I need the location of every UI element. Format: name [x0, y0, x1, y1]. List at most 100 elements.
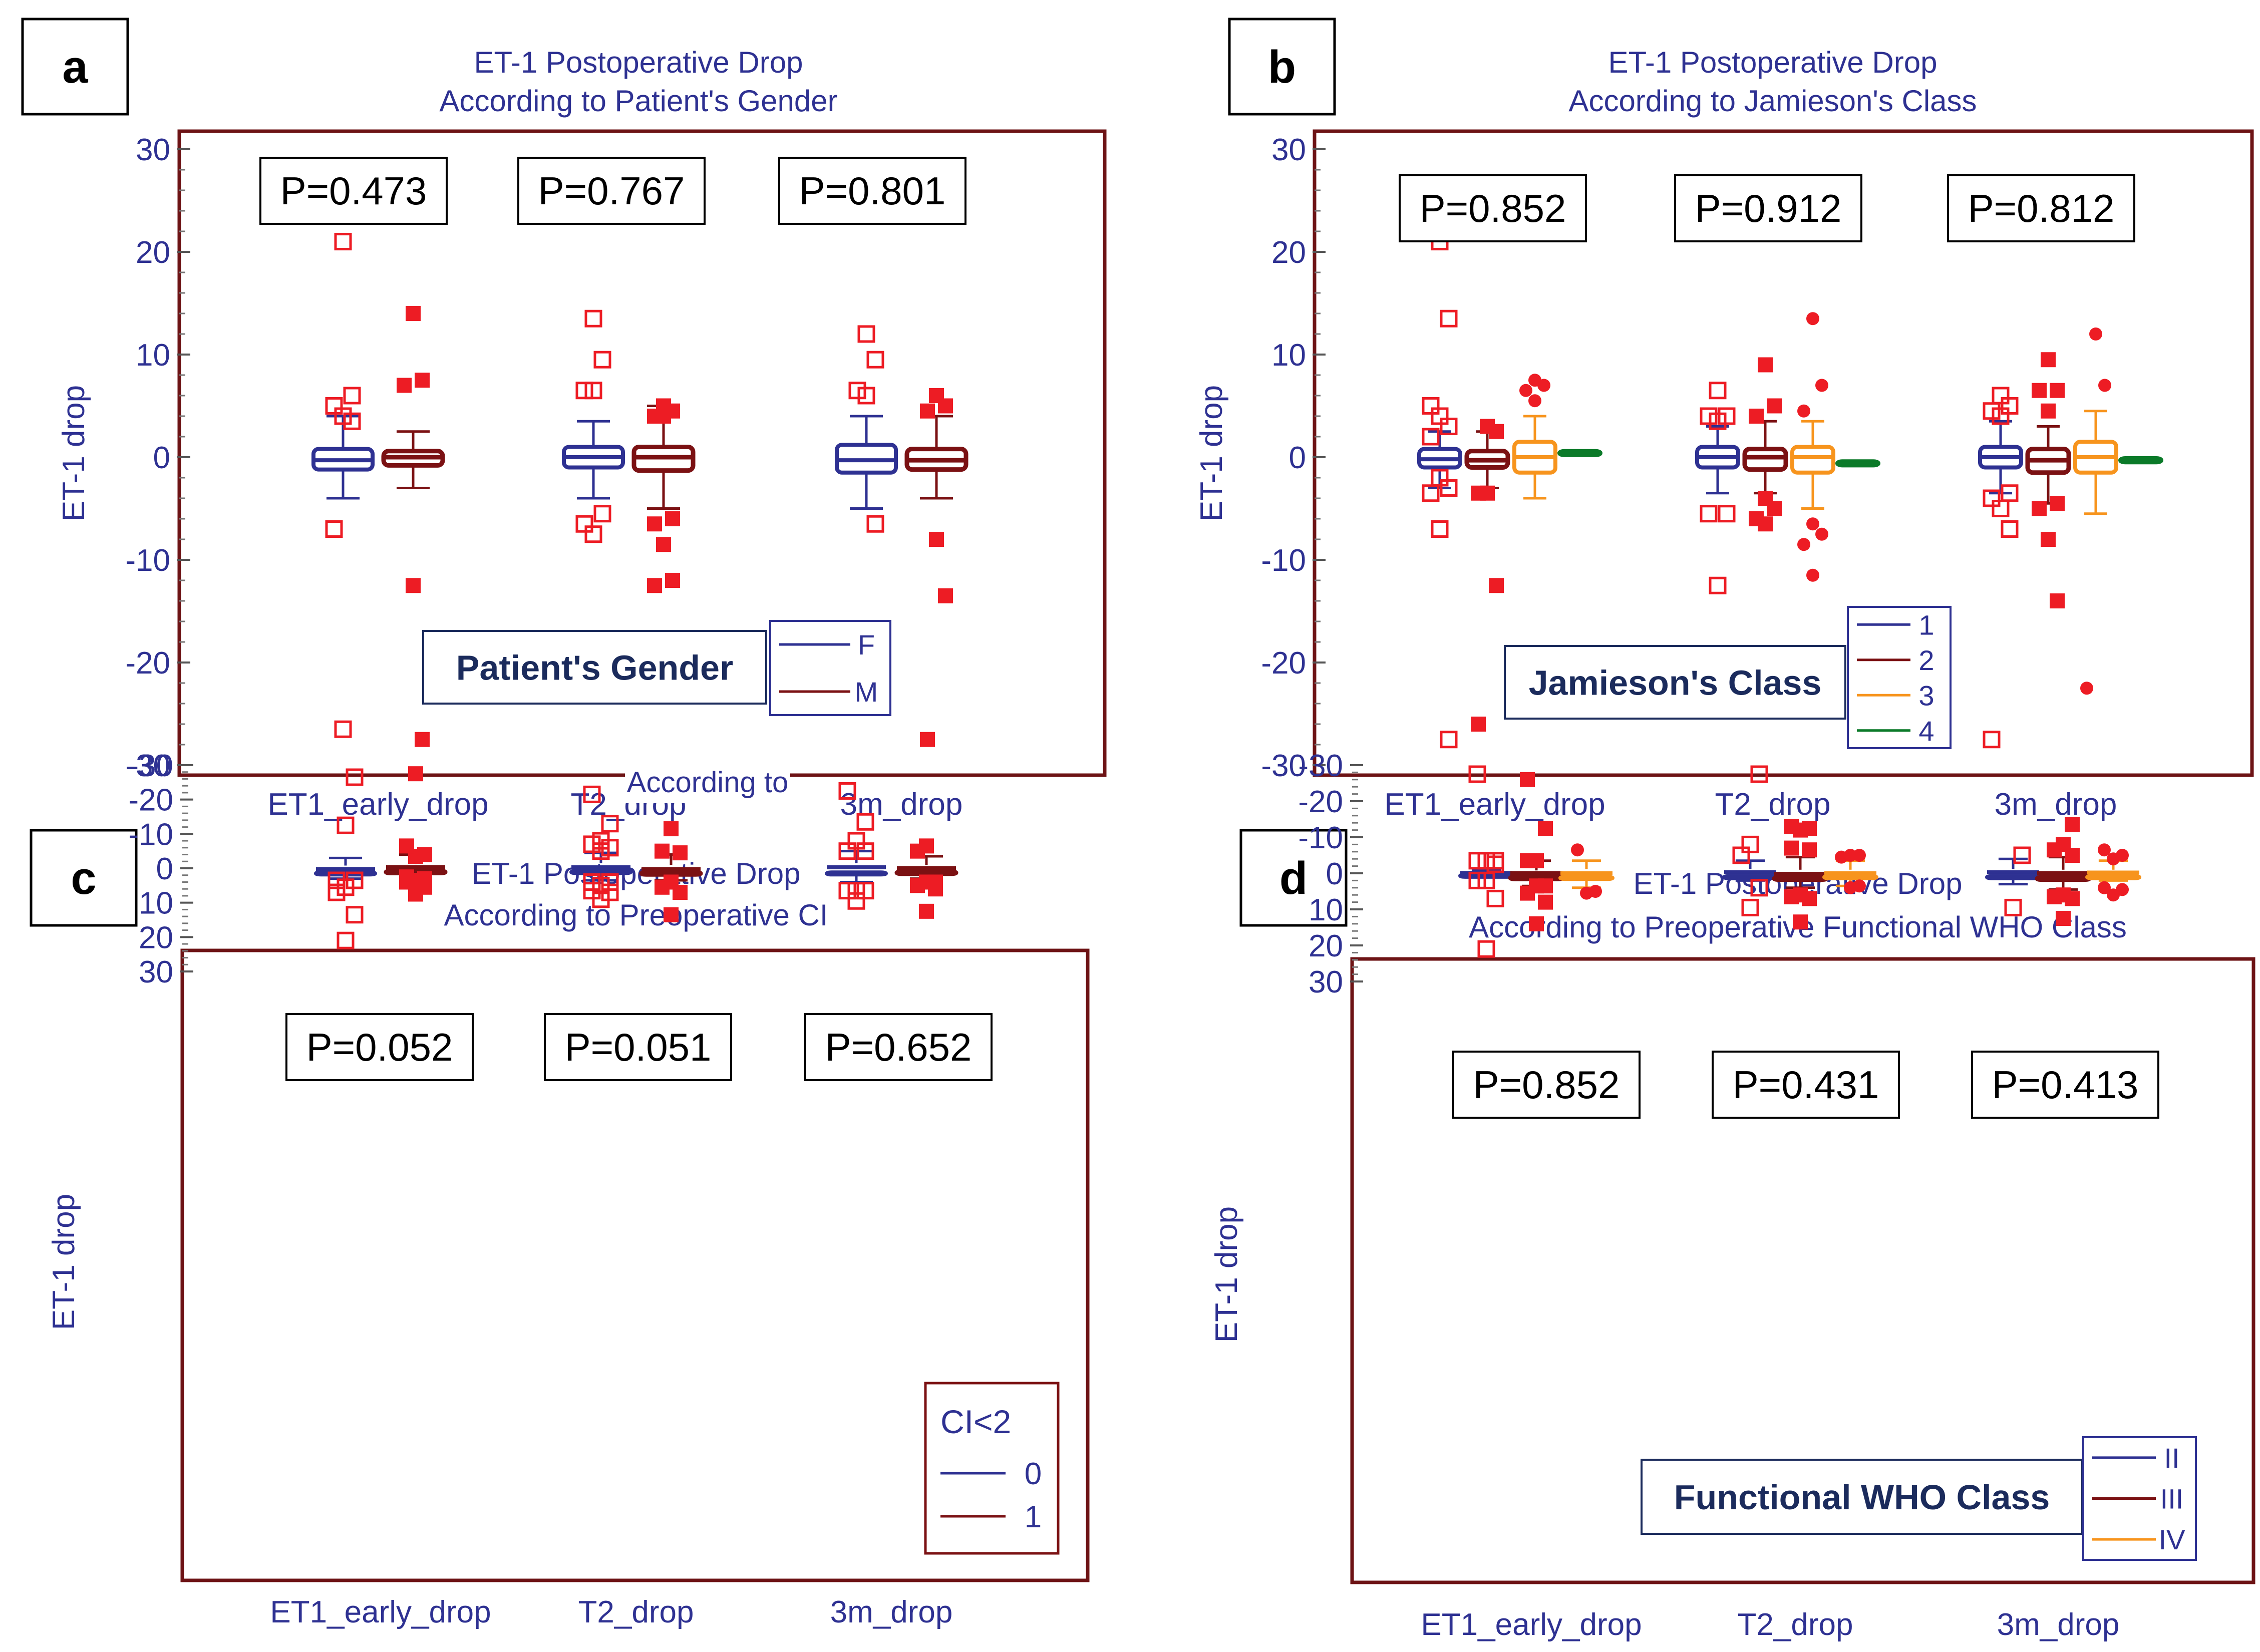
box-3-2: [2073, 327, 2118, 695]
y-tick-label: 20: [136, 235, 170, 270]
outlier-point: [1983, 402, 2001, 420]
y-tick-label: -10: [128, 817, 173, 852]
y-tick-label: 0: [153, 441, 170, 475]
pvalue-label: P=0.812: [1968, 186, 2115, 230]
box-body: [825, 870, 888, 877]
outlier-point: [1700, 505, 1718, 523]
outlier-point: [1806, 312, 1819, 325]
pvalue-label: P=0.413: [1992, 1063, 2139, 1107]
outlier-point: [847, 832, 865, 850]
outlier-point: [1806, 517, 1819, 531]
outlier-point: [665, 573, 680, 588]
pvalue-label: P=0.852: [1473, 1063, 1620, 1107]
panel-letter: d: [1279, 853, 1308, 904]
outlier-point: [584, 525, 602, 543]
outlier-point: [1741, 835, 1759, 853]
outlier-point: [847, 892, 865, 910]
outlier-point: [848, 382, 866, 400]
outlier-point: [1767, 398, 1782, 414]
box-1-0: [384, 766, 448, 902]
outlier-point: [1758, 516, 1773, 532]
plot-frame: [180, 948, 1090, 1582]
outlier-point: [1853, 879, 1866, 893]
outlier-point: [2001, 397, 2019, 415]
panel-letter-box: [21, 18, 129, 116]
box-body: [384, 868, 448, 875]
legend-title: Jamieson's Class: [1529, 664, 1822, 703]
box-body: [1722, 874, 1778, 880]
outlier-point: [1815, 379, 1828, 392]
outlier-point: [397, 378, 412, 393]
outlier-point: [920, 403, 935, 419]
pvalue-box: [1712, 1051, 1900, 1119]
box-1-1: [1695, 382, 1740, 594]
y-tick-label: -10: [125, 543, 170, 578]
box-II-2: [1985, 846, 2041, 916]
pvalue-label: P=0.473: [280, 169, 427, 213]
pvalue-label: P=0.052: [306, 1025, 453, 1069]
outlier-point: [1784, 840, 1799, 856]
outlier-point: [399, 838, 414, 854]
box-1-0: [1417, 233, 1462, 749]
outlier-point: [664, 907, 679, 922]
pvalue-box: [1399, 174, 1587, 242]
outlier-point: [919, 903, 934, 919]
box-body: [1558, 875, 1615, 881]
pvalue-label: P=0.431: [1733, 1063, 1879, 1107]
box-body: [569, 869, 632, 875]
box-0-0: [314, 768, 377, 949]
box-F-1: [562, 309, 625, 543]
legend-entries-box: [769, 620, 891, 716]
y-tick-label: 10: [1271, 338, 1306, 373]
pvalue-box: [1947, 174, 2135, 242]
pvalue-box: [778, 157, 966, 225]
outlier-point: [575, 515, 593, 533]
outlier-point: [856, 882, 874, 900]
outlier-point: [1750, 879, 1768, 897]
box-0-2: [825, 782, 888, 910]
outlier-point: [928, 874, 943, 890]
outlier-point: [2001, 520, 2019, 538]
legend-entry-label: F: [858, 629, 875, 660]
box-F-0: [311, 233, 375, 738]
pvalue-label: P=0.652: [825, 1025, 972, 1069]
outlier-point: [1784, 819, 1799, 834]
outlier-point: [343, 387, 361, 405]
x-category-label: T2_drop: [578, 1595, 694, 1629]
pvalue-box: [804, 1013, 993, 1081]
outlier-point: [328, 883, 346, 901]
outlier-point: [601, 873, 619, 891]
box-body: [1772, 875, 1829, 882]
outlier-point: [1741, 898, 1759, 916]
outlier-point: [1853, 849, 1866, 862]
box-III-0: [1508, 772, 1565, 931]
outlier-point: [1797, 404, 1810, 418]
outlier-point: [1718, 407, 1736, 425]
panel-letter-box: [1228, 18, 1336, 116]
outlier-point: [1440, 479, 1458, 497]
outlier-point: [592, 876, 610, 894]
box-body: [894, 869, 958, 876]
y-tick-label: -20: [1261, 646, 1306, 681]
plot-frame: [1350, 957, 2255, 1584]
y-tick-label: -30: [128, 749, 173, 783]
outlier-point: [920, 732, 935, 747]
outlier-point: [1806, 568, 1819, 582]
outlier-point: [1709, 576, 1727, 594]
legend-entry-label: 0: [1025, 1457, 1042, 1491]
box-0-1: [569, 785, 632, 908]
y-tick-label: 0: [1326, 857, 1343, 891]
outlier-point: [929, 532, 944, 547]
outlier-point: [1431, 520, 1449, 538]
outlier-point: [2004, 898, 2022, 916]
panel-letter-box: [30, 829, 138, 927]
legend-entry-label: 1: [1025, 1500, 1042, 1534]
outlier-point: [1538, 878, 1553, 894]
legend-entry-label: II: [2164, 1442, 2179, 1474]
outlier-point: [1538, 821, 1553, 836]
y-tick-label: -30: [125, 749, 170, 783]
outlier-point: [664, 821, 679, 837]
box-M-0: [381, 306, 445, 747]
outlier-point: [2032, 501, 2047, 516]
box-3-1: [1790, 312, 1835, 582]
